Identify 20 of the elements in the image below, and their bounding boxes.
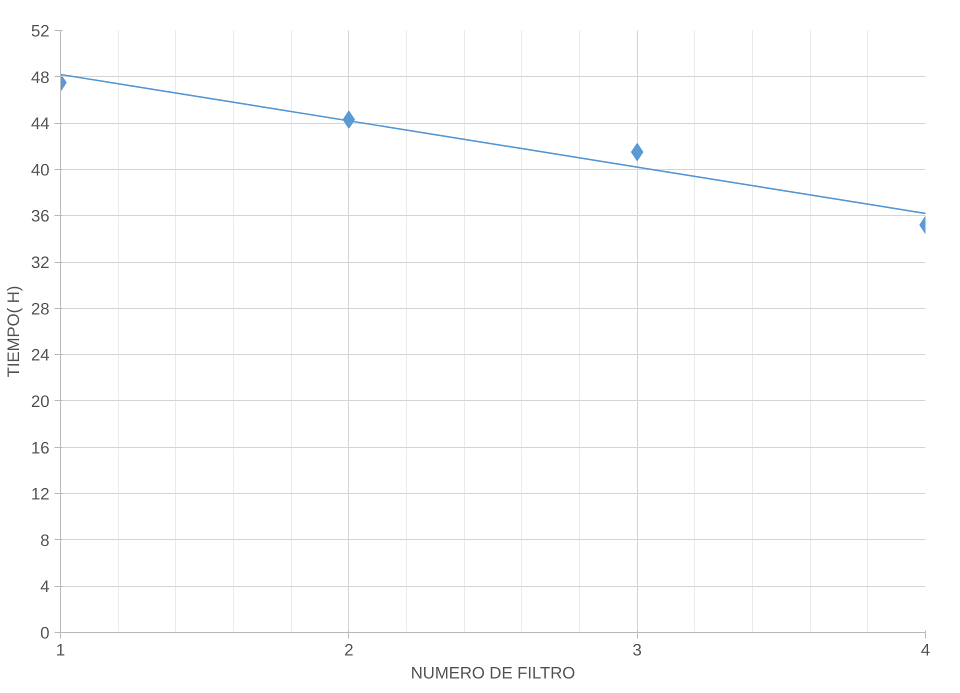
y-tick-label: 32 [30, 253, 50, 272]
x-axis-title: NUMERO DE FILTRO [410, 664, 576, 682]
x-tick-label: 4 [920, 640, 930, 660]
y-tick-label: 12 [30, 484, 50, 504]
y-tick-label: 8 [40, 530, 50, 550]
y-tick-label: 4 [40, 577, 50, 596]
y-tick-label: 16 [30, 438, 50, 458]
y-tick-label: 52 [30, 22, 50, 40]
x-tick-label: 3 [632, 640, 642, 660]
y-tick-label: 44 [30, 114, 50, 134]
y-tick-label: 24 [30, 346, 50, 365]
y-tick-label: 40 [30, 160, 50, 180]
y-axis-title: TIEMPO( H) [4, 286, 23, 378]
y-tick-label: 0 [40, 624, 50, 642]
x-tick-label: 1 [56, 640, 66, 660]
y-tick-label: 36 [30, 206, 50, 226]
x-tick-label: 2 [344, 640, 354, 660]
y-tick-label: 28 [30, 299, 50, 318]
y-tick-label: 48 [30, 68, 50, 87]
y-tick-label: 20 [30, 392, 50, 411]
